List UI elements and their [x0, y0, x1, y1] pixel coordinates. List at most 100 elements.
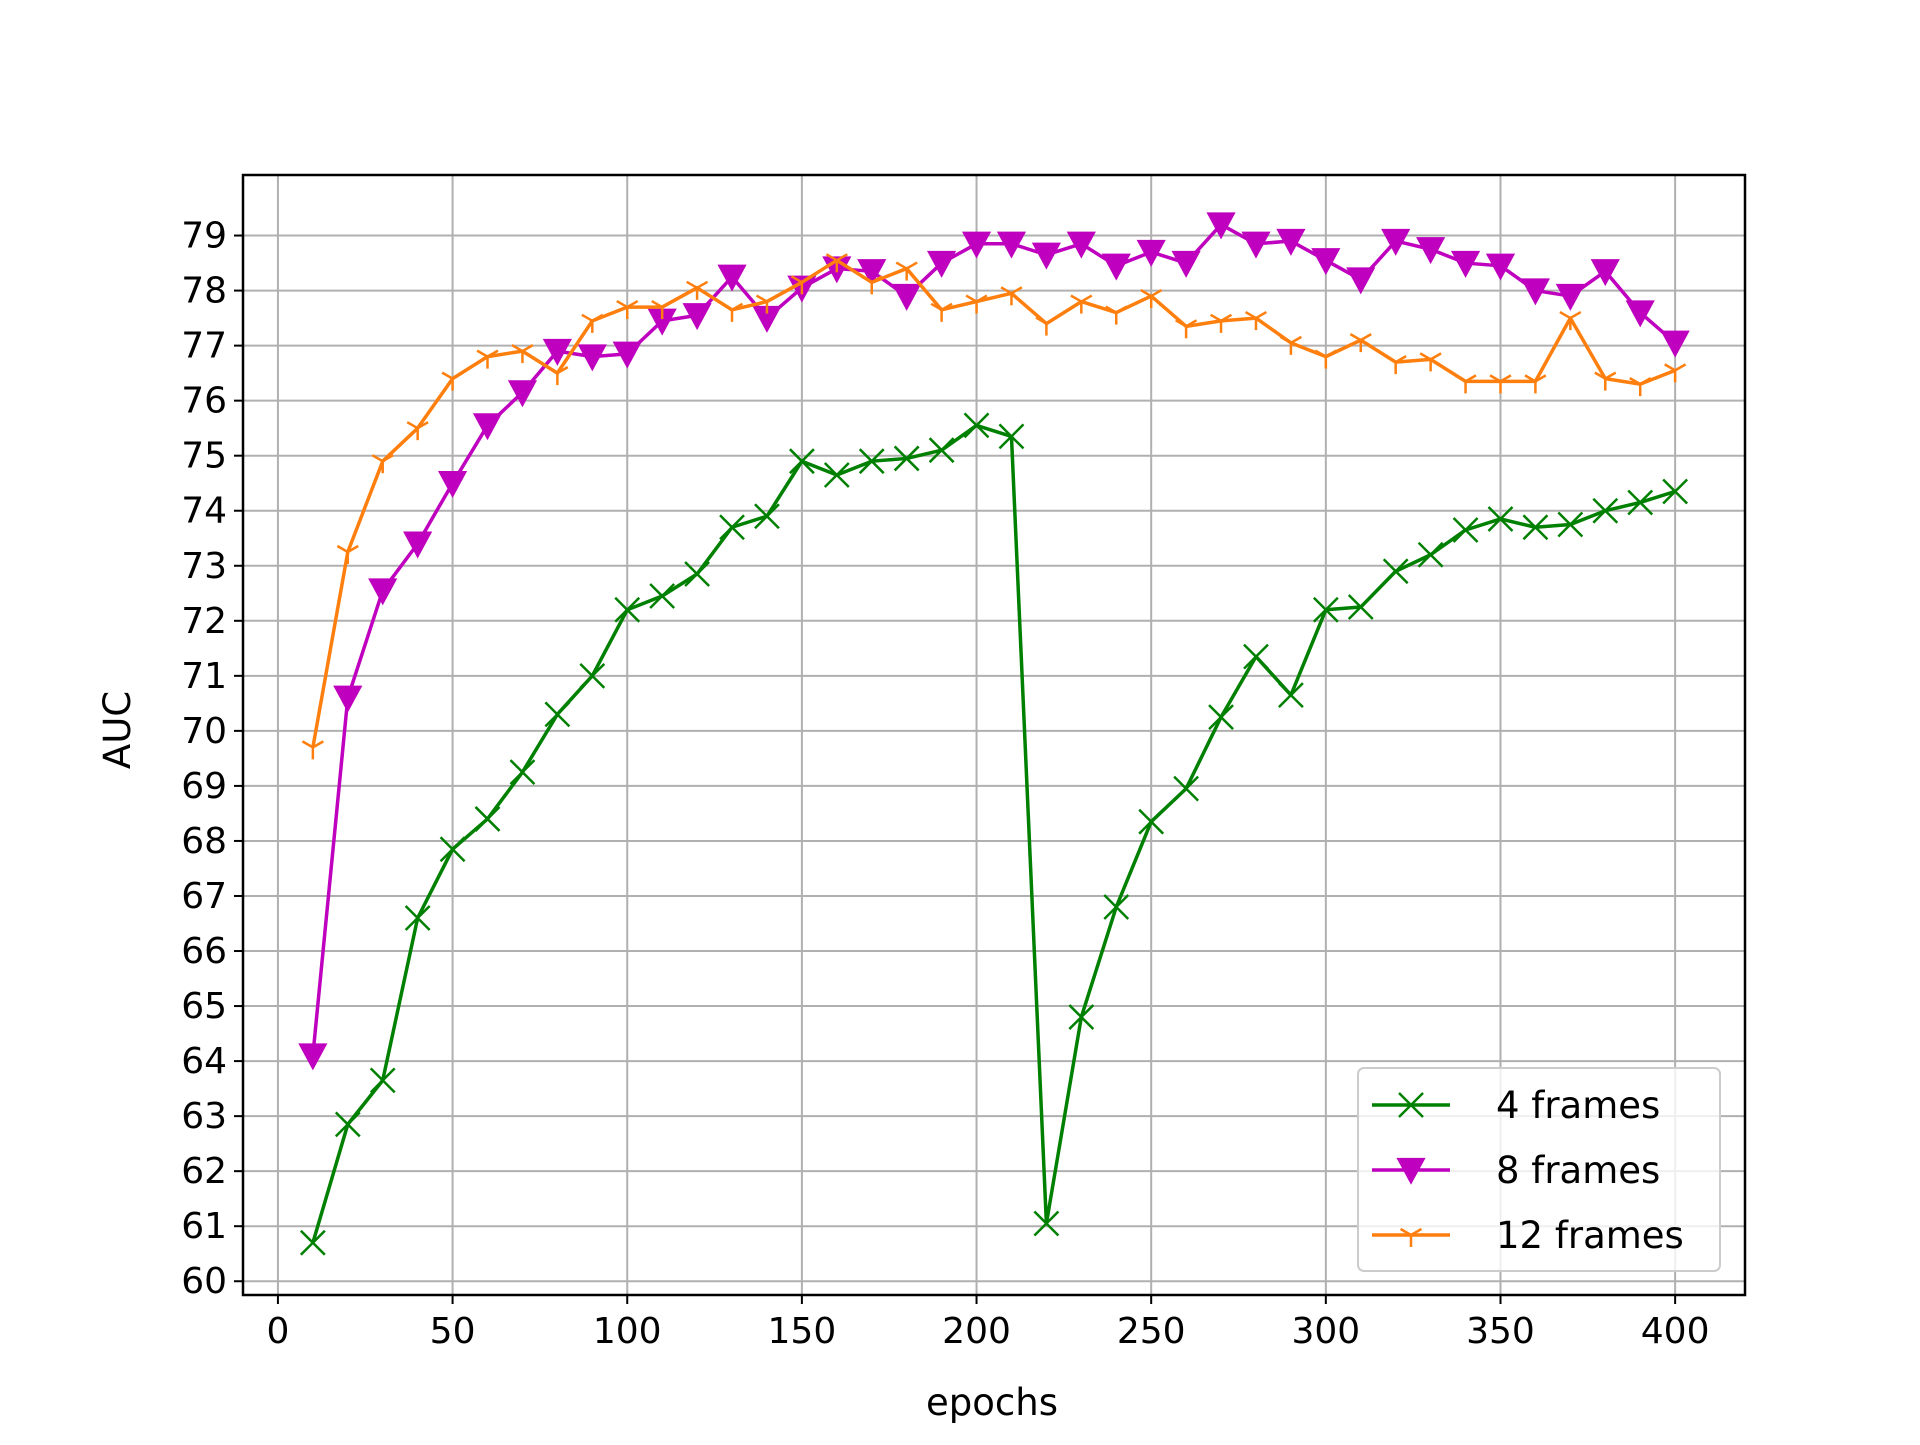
marker-stroke — [651, 300, 663, 309]
marker-stroke — [860, 275, 873, 284]
series-2 — [298, 212, 1690, 1071]
marker-stroke — [1592, 497, 1619, 524]
marker-stroke — [788, 448, 815, 475]
data-point — [1033, 1210, 1060, 1237]
y-tick-label: 62 — [181, 1151, 227, 1192]
marker-stroke — [1244, 311, 1257, 320]
marker-stroke — [1557, 511, 1584, 538]
marker-stroke — [1349, 333, 1362, 342]
data-point — [1454, 374, 1477, 394]
marker-stroke — [684, 561, 710, 587]
y-tick-label: 77 — [181, 326, 227, 367]
data-point — [1349, 333, 1372, 353]
y-tick-label: 71 — [181, 656, 227, 697]
marker-stroke — [614, 596, 641, 623]
data-point — [1311, 248, 1341, 276]
data-point — [577, 344, 607, 372]
marker-stroke — [546, 366, 558, 375]
marker-stroke — [1604, 371, 1617, 380]
data-point — [1627, 489, 1654, 516]
marker-stroke — [1045, 316, 1058, 325]
data-point — [1555, 283, 1585, 311]
data-point — [717, 264, 747, 292]
data-point — [1347, 594, 1374, 620]
data-point — [614, 596, 641, 623]
y-tick-label: 76 — [181, 381, 227, 422]
data-point — [1209, 313, 1233, 333]
data-point — [1103, 894, 1130, 920]
data-point — [895, 261, 918, 281]
data-point — [1452, 517, 1479, 543]
x-tick-label: 0 — [266, 1311, 289, 1352]
data-point — [682, 303, 712, 331]
data-point — [1140, 288, 1163, 309]
data-point — [1346, 267, 1376, 295]
marker-stroke — [766, 294, 779, 303]
data-point — [1243, 643, 1269, 670]
marker-stroke — [301, 740, 314, 749]
legend-item: 4 frames — [1372, 1084, 1660, 1127]
y-tick-label: 68 — [181, 821, 227, 862]
series-3 — [301, 253, 1687, 760]
data-point — [857, 259, 887, 287]
x-tick-label: 200 — [942, 1311, 1011, 1352]
data-point — [1000, 286, 1023, 306]
data-point — [509, 759, 536, 786]
data-point — [998, 423, 1025, 450]
data-point — [1136, 239, 1166, 267]
data-point — [406, 421, 429, 441]
data-point — [928, 437, 955, 464]
data-point — [336, 544, 359, 565]
marker-stroke — [1594, 371, 1606, 380]
marker-stroke — [1138, 808, 1165, 835]
data-point — [1522, 514, 1549, 541]
marker-stroke — [719, 514, 745, 541]
marker-stroke — [1220, 313, 1233, 322]
data-point — [1035, 316, 1058, 336]
axes-frame — [241, 173, 1747, 1297]
y-tick-label: 60 — [181, 1261, 227, 1302]
data-point — [1381, 228, 1411, 256]
data-point — [1419, 352, 1442, 372]
data-point — [1173, 775, 1200, 802]
y-axis-label: AUC — [96, 691, 139, 769]
marker-stroke — [556, 366, 569, 375]
marker-stroke — [509, 759, 536, 786]
marker-stroke — [1115, 305, 1128, 314]
data-point — [1278, 682, 1304, 708]
data-point — [333, 685, 363, 713]
marker-stroke — [1208, 704, 1234, 730]
data-point — [1101, 253, 1131, 281]
y-tick-label: 69 — [181, 766, 227, 807]
data-point — [963, 412, 990, 439]
data-point — [1590, 259, 1620, 287]
series-line — [311, 258, 1676, 748]
marker-stroke — [1103, 894, 1130, 920]
data-point — [1314, 349, 1337, 369]
marker-stroke — [334, 1111, 361, 1138]
marker-stroke — [1674, 363, 1687, 372]
data-point — [719, 514, 745, 541]
marker-stroke — [1068, 1004, 1095, 1030]
marker-stroke — [581, 313, 593, 322]
data-point — [581, 313, 604, 333]
marker-stroke — [963, 412, 990, 439]
marker-stroke — [1664, 363, 1676, 372]
marker-stroke — [1150, 288, 1163, 298]
y-tick-label: 74 — [181, 491, 227, 532]
y-tick-label: 79 — [181, 216, 227, 257]
marker-stroke — [1662, 478, 1689, 505]
data-point — [439, 836, 466, 863]
marker-stroke — [476, 349, 489, 358]
data-point — [369, 1067, 396, 1094]
data-point — [1171, 250, 1201, 278]
y-tick-label: 78 — [181, 271, 227, 312]
data-point — [996, 231, 1027, 259]
data-point — [755, 294, 779, 314]
legend-marker — [1399, 1227, 1423, 1247]
data-point — [1276, 228, 1306, 256]
y-tick-label: 64 — [181, 1041, 227, 1082]
marker-stroke — [906, 261, 918, 270]
data-point — [544, 701, 571, 728]
marker-stroke — [1489, 374, 1502, 383]
